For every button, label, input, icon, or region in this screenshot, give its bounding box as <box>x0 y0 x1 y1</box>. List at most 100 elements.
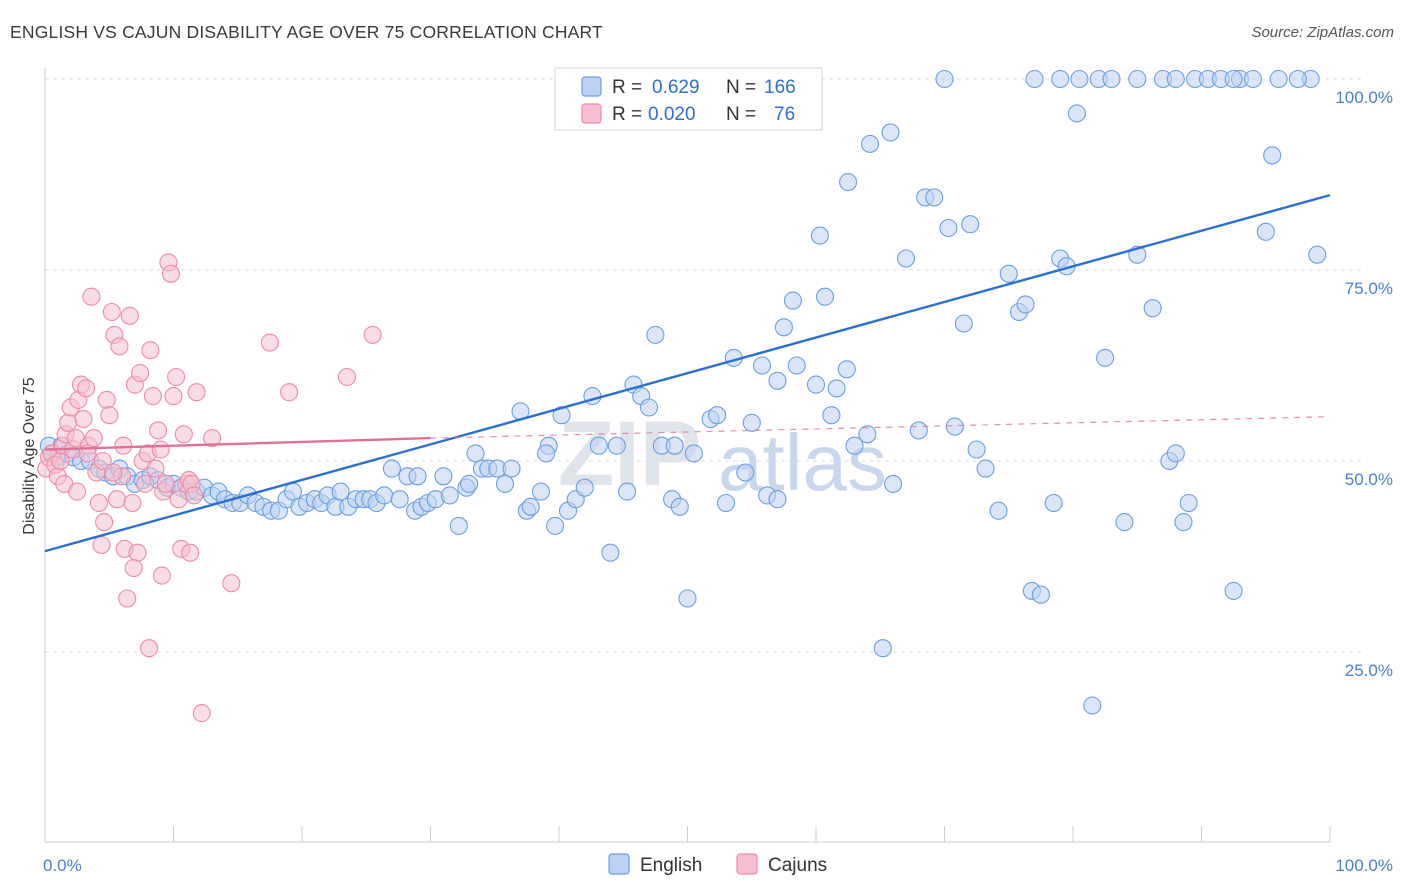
english-point <box>742 413 761 432</box>
english-point <box>881 123 900 142</box>
english-point <box>1031 585 1050 604</box>
cajuns-point <box>169 490 188 509</box>
english-point <box>495 474 515 493</box>
cajuns-point <box>280 383 299 402</box>
english-point <box>708 406 727 425</box>
english-point <box>884 474 903 493</box>
english-point <box>1256 222 1275 241</box>
english-point <box>967 440 986 459</box>
english-point <box>1288 69 1307 89</box>
english-point <box>546 516 565 535</box>
english-point <box>860 134 880 153</box>
legend-english-r-label: R = <box>612 77 642 98</box>
english-point <box>935 69 954 89</box>
english-point <box>1067 104 1086 123</box>
cajuns-point <box>89 493 109 513</box>
cajuns-point <box>143 387 162 406</box>
english-point <box>845 436 864 455</box>
english-point <box>589 436 608 455</box>
english-point <box>466 444 485 463</box>
cajuns-point <box>174 425 193 444</box>
english-point <box>1070 69 1089 89</box>
english-point <box>1083 696 1102 715</box>
cajuns-point <box>128 543 147 562</box>
cajuns-point <box>84 429 103 448</box>
english-point <box>283 482 303 501</box>
legend-cajuns-n-label: N = <box>726 104 756 125</box>
english-point <box>678 589 697 608</box>
cajuns-point <box>93 451 112 471</box>
english-point <box>1179 493 1198 513</box>
cajuns-point <box>68 482 87 501</box>
cajuns-point <box>192 704 211 723</box>
cajuns-point <box>118 589 137 608</box>
english-point <box>1224 581 1243 600</box>
english-point <box>716 493 736 513</box>
english-point <box>607 436 626 455</box>
english-point <box>858 425 877 444</box>
cajuns-point <box>82 287 101 306</box>
english-point <box>909 421 928 440</box>
english-point <box>601 543 620 562</box>
cajuns-point <box>123 493 142 513</box>
english-point <box>639 398 659 417</box>
english-point <box>1128 69 1147 89</box>
english-point <box>837 360 856 379</box>
y-axis-label: Disability Age Over 75 <box>21 377 38 535</box>
legend-cajuns-r-label: R = <box>612 104 642 125</box>
cajuns-point <box>260 333 279 352</box>
english-point <box>1016 295 1035 314</box>
cajuns-point <box>363 325 382 344</box>
english-point <box>1166 444 1185 463</box>
english-point <box>537 444 556 463</box>
english-point <box>331 482 350 501</box>
cajuns-point <box>185 486 204 505</box>
english-point <box>810 226 829 245</box>
cajuns-point <box>102 302 121 322</box>
bottom-legend-cajuns-label: Cajuns <box>768 855 827 876</box>
english-point <box>408 467 427 486</box>
cajuns-point <box>156 474 175 493</box>
cajuns-point <box>222 574 241 593</box>
english-point <box>618 482 637 501</box>
english-point <box>665 436 684 455</box>
cajuns-point <box>95 513 114 532</box>
english-point <box>806 375 826 394</box>
english-point <box>1051 69 1070 89</box>
english-point <box>961 215 980 234</box>
english-point <box>521 497 540 516</box>
cajuns-point <box>161 264 180 283</box>
english-point <box>1143 299 1162 318</box>
cajuns-point <box>187 383 206 402</box>
english-point <box>375 486 394 505</box>
cajuns-point <box>131 364 150 383</box>
english-point <box>434 467 453 486</box>
english-point <box>976 459 995 478</box>
cajuns-point <box>151 440 170 459</box>
english-point <box>575 478 594 497</box>
legend-english-n-label: N = <box>726 77 756 98</box>
cajuns-point <box>164 387 183 406</box>
english-point <box>531 482 551 501</box>
correlation-legend: R = 0.629 N = 166 R = 0.020 N = 76 <box>554 67 823 131</box>
english-point <box>1308 245 1327 264</box>
english-point <box>1174 513 1193 532</box>
english-point <box>670 497 689 516</box>
english-point <box>1044 493 1063 513</box>
legend-cajuns-n-value: 76 <box>774 104 795 125</box>
cajuns-point <box>337 367 357 387</box>
english-point <box>1025 69 1044 89</box>
english-point <box>646 325 665 344</box>
english-point <box>502 459 521 478</box>
cajuns-point <box>203 429 222 448</box>
cajuns-point <box>167 367 186 387</box>
cajuns-points <box>37 253 382 723</box>
legend-cajuns-r-value: 0.020 <box>648 104 696 125</box>
english-point <box>736 463 755 482</box>
cajuns-point <box>92 535 111 555</box>
cajuns-point <box>107 490 127 509</box>
cajuns-point <box>74 409 93 429</box>
english-point <box>1096 348 1115 367</box>
cajuns-point <box>104 463 123 482</box>
